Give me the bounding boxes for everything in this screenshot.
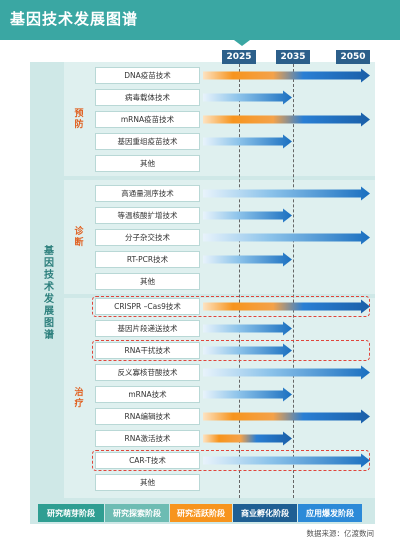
year-line-2025 [239,64,240,498]
section-label-text: 治疗 [72,387,83,409]
arrow-1-1 [203,208,292,223]
arrow-0-3 [203,134,292,149]
arrow-1-0 [203,186,370,201]
tech-molecular-hybridization: 分子杂交技术 [95,229,200,246]
year-tick-2050: 2050 [336,50,370,64]
phase-4: 商业孵化阶段 [233,504,297,522]
highlight-rna-interference [92,340,370,361]
arrow-2-2 [203,343,292,358]
phase-5: 应用爆发阶段 [298,504,362,522]
tech-dna-vaccine: DNA疫苗技术 [95,67,200,84]
banner-chevron [0,36,400,46]
tech-viral-vector: 病毒载体技术 [95,89,200,106]
tech-mrna: mRNA技术 [95,386,200,403]
arrow-2-7 [203,453,370,468]
arrow-2-0 [203,299,370,314]
tech-recombinant-vaccine: 基因重组疫苗技术 [95,133,200,150]
arrow-0-0 [203,68,370,83]
arrow-2-1 [203,321,292,336]
tech-crispr-cas9: CRISPR –Cas9技术 [95,298,200,315]
arrow-0-2 [203,112,370,127]
tech-gene-delivery: 基因片段递送技术 [95,320,200,337]
arrow-2-5 [203,409,370,424]
tech-isothermal-amplification: 等温核酸扩增技术 [95,207,200,224]
tech-rna-editing: RNA编辑技术 [95,408,200,425]
page-title: 基因技术发展图谱 [10,10,139,28]
arrow-2-6 [203,431,292,446]
section-label-text: 预防 [72,108,83,130]
vertical-title-text: 基因技术发展图谱 [41,245,53,341]
arrow-2-4 [203,387,292,402]
tech-high-throughput-seq: 高通量测序技术 [95,185,200,202]
year-line-2035 [293,64,294,498]
phase-3: 研究活跃阶段 [170,504,232,522]
section-label-treatment: 治疗 [66,298,90,498]
tech-rt-pcr: RT-PCR技术 [95,251,200,268]
tech-other-treatment: 其他 [95,474,200,491]
tech-rna-interference: RNA干扰技术 [95,342,200,359]
phase-2: 研究探索阶段 [105,504,169,522]
phase-1: 研究萌芽阶段 [38,504,104,522]
arrow-0-1 [203,90,292,105]
title-banner: 基因技术发展图谱 [0,0,400,36]
arrow-2-3 [203,365,370,380]
tech-car-t: CAR-T技术 [95,452,200,469]
tech-rna-activation: RNA激活技术 [95,430,200,447]
tech-antisense-oligo: 反义寡核苷酸技术 [95,364,200,381]
arrow-1-2 [203,230,370,245]
data-source: 数据来源：亿渡数间 [306,529,375,538]
year-tick-2025: 2025 [222,50,256,64]
vertical-title: 基因技术发展图谱 [36,62,58,524]
tech-other-prevention: 其他 [95,155,200,172]
section-label-prevention: 预防 [66,62,90,176]
arrow-1-3 [203,252,292,267]
section-label-diagnosis: 诊断 [66,180,90,294]
year-tick-2035: 2035 [276,50,310,64]
tech-other-diagnosis: 其他 [95,273,200,290]
section-label-text: 诊断 [72,226,83,248]
tech-mrna-vaccine: mRNA疫苗技术 [95,111,200,128]
